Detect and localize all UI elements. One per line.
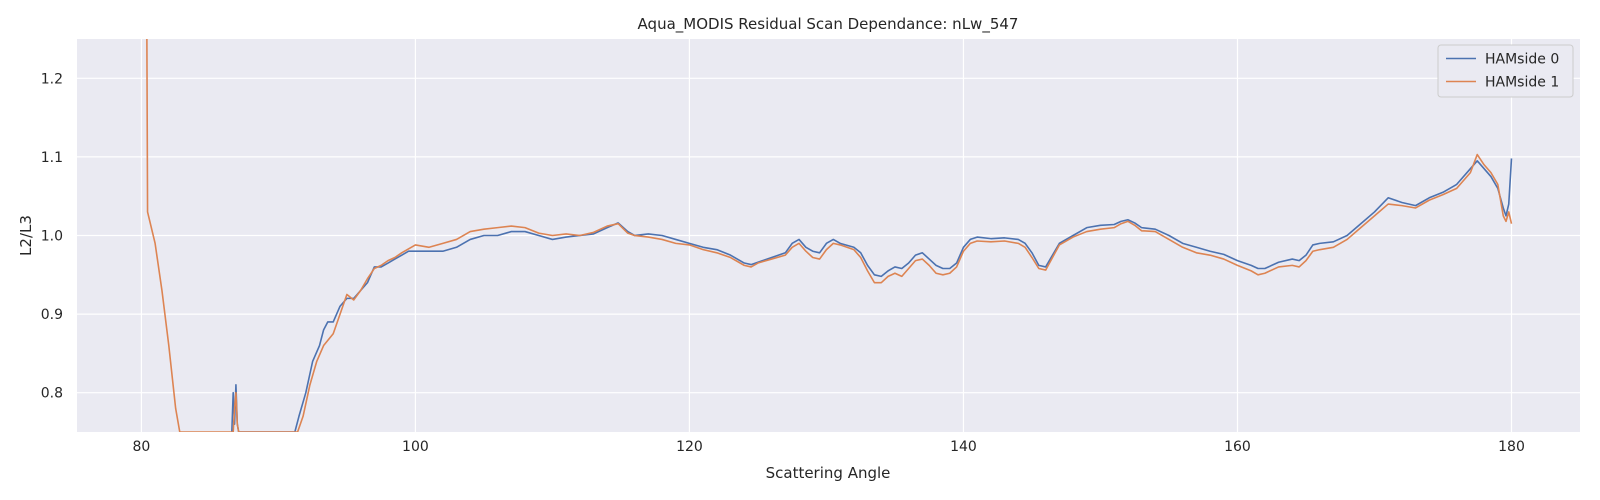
y-axis-label: L2/L3 — [17, 215, 35, 256]
x-tick-label: 100 — [402, 439, 429, 455]
x-axis-label: Scattering Angle — [766, 464, 891, 482]
chart-title: Aqua_MODIS Residual Scan Dependance: nLw… — [638, 15, 1019, 34]
legend-label-hamside-0: HAMside 0 — [1485, 52, 1559, 68]
y-tick-label: 1.1 — [41, 150, 63, 166]
x-tick-label: 80 — [132, 439, 150, 455]
x-tick-label: 180 — [1498, 439, 1525, 455]
x-tick-label: 160 — [1224, 439, 1251, 455]
y-tick-label: 1.0 — [41, 229, 63, 245]
y-tick-label: 1.2 — [41, 71, 63, 87]
tick-layer: 80 100 120 140 160 180 0.8 0.9 1.0 1.1 1.2 — [41, 71, 1525, 455]
legend: HAMside 0 HAMside 1 — [1437, 44, 1574, 98]
x-tick-label: 120 — [676, 439, 703, 455]
y-tick-label: 0.8 — [41, 386, 63, 402]
series-layer — [146, 39, 1513, 432]
legend-label-hamside-1: HAMside 1 — [1485, 75, 1559, 91]
grid — [77, 39, 1580, 432]
series-line-hamside-0 — [231, 158, 1513, 432]
series-line-hamside-1 — [146, 39, 1513, 432]
y-tick-label: 0.9 — [41, 307, 63, 323]
x-tick-label: 140 — [950, 439, 977, 455]
